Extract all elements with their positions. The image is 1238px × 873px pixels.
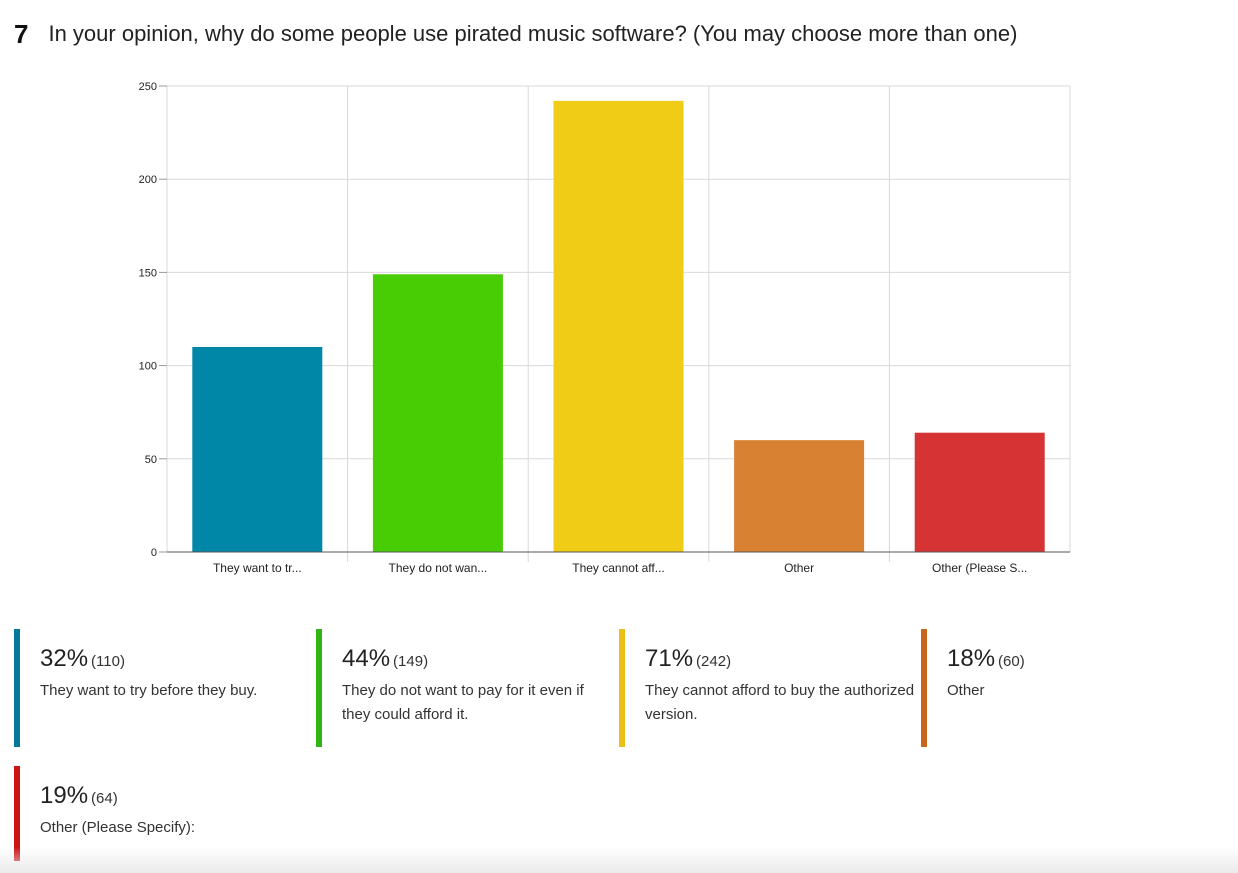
- x-tick-label: They do not wan...: [389, 561, 488, 575]
- question-number: 7: [14, 18, 29, 49]
- y-tick-label: 250: [139, 81, 157, 93]
- legend-stat: 44% (149): [342, 645, 428, 673]
- legend-stat: 32% (110): [40, 645, 125, 673]
- legend-percent: 32%: [40, 645, 89, 672]
- chart-bars: [192, 100, 1045, 553]
- bar-chart: 0 50 100 150 200 250 They want to tr... They do…: [139, 81, 1071, 575]
- y-tick-label: 50: [145, 454, 157, 466]
- legend-color-bar: [619, 629, 625, 747]
- legend-label: They do not want to pay for it even if t…: [342, 682, 584, 723]
- x-tick-label: They cannot aff...: [572, 561, 665, 575]
- x-tick-label: They want to tr...: [213, 561, 302, 575]
- legend-item-3: 18% (60) Other: [921, 629, 1191, 747]
- chart-axes: 0 50 100 150 200 250 They want to tr... They do…: [139, 81, 1070, 575]
- legend-stat: 19% (64): [40, 782, 118, 810]
- y-tick-label: 150: [139, 267, 157, 279]
- x-tick-label: Other (Please S...: [932, 561, 1027, 575]
- question-header: 7 In your opinion, why do some people us…: [14, 14, 1017, 54]
- y-tick-label: 0: [151, 547, 157, 559]
- legend-label: They want to try before they buy.: [40, 682, 258, 699]
- legend-color-bar: [316, 629, 322, 747]
- legend-color-bar: [14, 629, 20, 747]
- legend-stat: 71% (242): [645, 645, 731, 673]
- legend-percent: 19%: [40, 782, 89, 809]
- bar: [553, 100, 684, 553]
- legend-percent: 18%: [947, 645, 996, 672]
- x-tick-label: Other: [784, 561, 814, 575]
- legend-count: (64): [91, 790, 118, 807]
- question-text: In your opinion, why do some people use …: [48, 21, 1018, 46]
- legend-item-4: 19% (64) Other (Please Specify):: [14, 766, 284, 861]
- legend-color-bar: [921, 629, 927, 747]
- legend-count: (149): [393, 653, 429, 670]
- legend-percent: 44%: [342, 645, 391, 672]
- bar: [192, 346, 323, 552]
- y-tick-label: 200: [139, 174, 157, 186]
- legend-label: Other: [947, 682, 985, 699]
- bar: [734, 440, 865, 552]
- legend-label: They cannot afford to buy the authorized…: [645, 682, 915, 723]
- legend-label: Other (Please Specify):: [40, 819, 196, 836]
- legend-item-2: 71% (242) They cannot afford to buy the a…: [619, 629, 914, 747]
- legend-color-bar: [14, 766, 20, 861]
- y-tick-label: 100: [139, 361, 157, 373]
- legend-stat: 18% (60): [947, 645, 1025, 673]
- bar: [372, 274, 503, 552]
- legend-item-1: 44% (149) They do not want to pay for it …: [316, 629, 586, 747]
- legend-percent: 71%: [645, 645, 694, 672]
- bottom-shadow: [0, 847, 1238, 873]
- legend-count: (60): [998, 653, 1025, 670]
- bar: [914, 432, 1045, 552]
- legend-count: (242): [696, 653, 732, 670]
- legend-item-0: 32% (110) They want to try before they bu…: [14, 629, 284, 747]
- legend-count: (110): [91, 653, 125, 670]
